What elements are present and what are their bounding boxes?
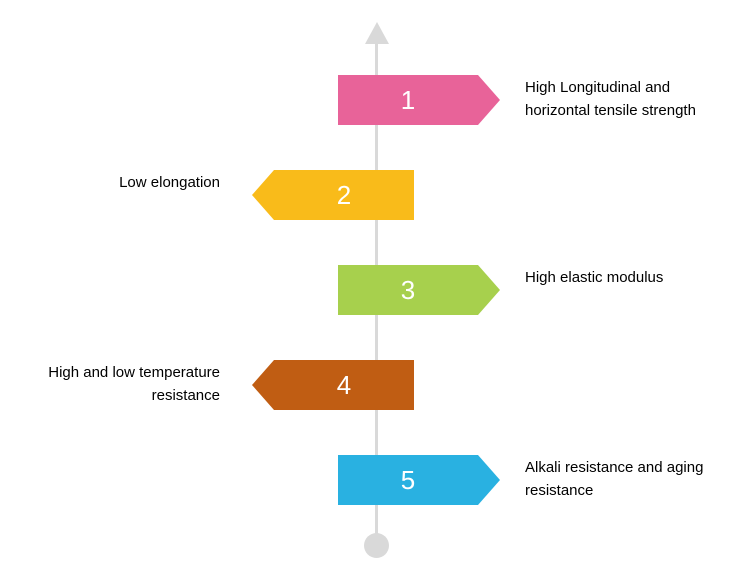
arrow-label-3: High elastic modulus xyxy=(525,267,725,290)
arrow-head-left-icon xyxy=(252,360,274,410)
arrow-number: 3 xyxy=(338,265,478,315)
arrow-label-5: Alkali resistance and aging resistance xyxy=(525,457,725,502)
arrow-head-right-icon xyxy=(478,455,500,505)
arrow-item-1: 1 xyxy=(338,75,500,125)
arrow-head-left-icon xyxy=(252,170,274,220)
arrow-item-3: 3 xyxy=(338,265,500,315)
arrow-item-4: 4 xyxy=(252,360,414,410)
arrow-item-5: 5 xyxy=(338,455,500,505)
diagram-canvas: 1 High Longitudinal and horizontal tensil… xyxy=(0,0,753,579)
arrow-head-right-icon xyxy=(478,75,500,125)
arrow-number: 4 xyxy=(274,360,414,410)
arrow-item-2: 2 xyxy=(252,170,414,220)
arrow-number: 5 xyxy=(338,455,478,505)
axis-terminus-dot-icon xyxy=(364,533,389,558)
arrow-head-right-icon xyxy=(478,265,500,315)
arrow-label-2: Low elongation xyxy=(80,172,220,195)
arrow-number: 2 xyxy=(274,170,414,220)
arrow-number: 1 xyxy=(338,75,478,125)
arrow-label-1: High Longitudinal and horizontal tensile… xyxy=(525,77,725,122)
arrow-label-4: High and low temperature resistance xyxy=(30,362,220,407)
